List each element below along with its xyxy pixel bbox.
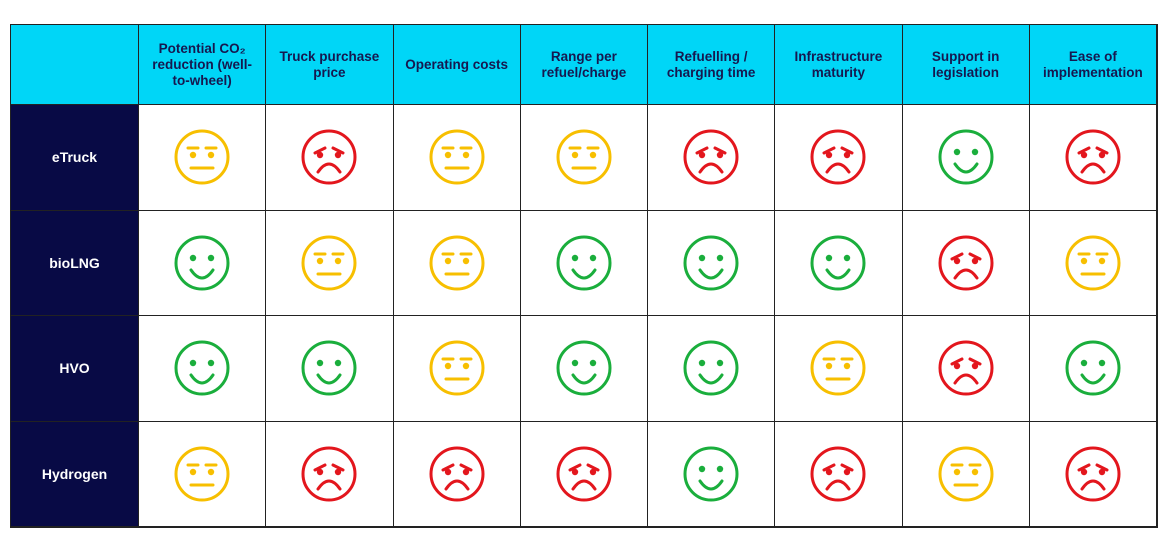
rating-cell — [1029, 316, 1157, 422]
rating-cell — [393, 105, 521, 211]
row-header: HVO — [11, 316, 139, 422]
rating-face — [938, 129, 994, 185]
rating-face — [938, 340, 994, 396]
rating-cell — [266, 421, 394, 527]
rating-cell — [648, 105, 776, 211]
rating-cell — [1029, 105, 1157, 211]
rating-face — [938, 446, 994, 502]
rating-face — [938, 235, 994, 291]
rating-face — [174, 129, 230, 185]
rating-cell — [266, 105, 394, 211]
rating-face — [429, 235, 485, 291]
rating-cell — [139, 421, 267, 527]
rating-face — [1065, 129, 1121, 185]
rating-cell — [393, 316, 521, 422]
column-header: Support in legislation — [902, 25, 1030, 105]
row-header: bioLNG — [11, 210, 139, 316]
rating-cell — [520, 421, 648, 527]
rating-cell — [1029, 421, 1157, 527]
column-header: Truck purchase price — [266, 25, 394, 105]
rating-face — [429, 446, 485, 502]
rating-face — [301, 129, 357, 185]
rating-cell — [520, 316, 648, 422]
rating-face — [683, 446, 739, 502]
corner-cell — [11, 25, 139, 105]
comparison-table: Potential CO₂ reduction (well-to-wheel) T… — [10, 24, 1158, 528]
rating-cell — [648, 210, 776, 316]
rating-face — [301, 446, 357, 502]
column-header: Refuelling / charging time — [648, 25, 776, 105]
row-header: eTruck — [11, 105, 139, 211]
rating-face — [1065, 235, 1121, 291]
rating-cell — [902, 210, 1030, 316]
rating-cell — [648, 421, 776, 527]
rating-face — [556, 235, 612, 291]
column-header: Operating costs — [393, 25, 521, 105]
rating-cell — [520, 210, 648, 316]
rating-face — [810, 446, 866, 502]
rating-face — [683, 129, 739, 185]
rating-face — [174, 340, 230, 396]
rating-cell — [393, 421, 521, 527]
rating-cell — [139, 210, 267, 316]
rating-cell — [266, 316, 394, 422]
rating-cell — [775, 316, 903, 422]
rating-face — [556, 446, 612, 502]
rating-face — [1065, 340, 1121, 396]
rating-cell — [139, 316, 267, 422]
column-header: Infrastructure maturity — [775, 25, 903, 105]
rating-cell — [1029, 210, 1157, 316]
rating-face — [301, 235, 357, 291]
rating-cell — [520, 105, 648, 211]
rating-face — [174, 235, 230, 291]
rating-cell — [393, 210, 521, 316]
column-header: Range per refuel/charge — [520, 25, 648, 105]
rating-face — [810, 129, 866, 185]
rating-cell — [775, 105, 903, 211]
rating-cell — [775, 210, 903, 316]
row-header: Hydrogen — [11, 421, 139, 527]
rating-face — [683, 235, 739, 291]
rating-face — [810, 235, 866, 291]
rating-face — [429, 340, 485, 396]
rating-face — [1065, 446, 1121, 502]
rating-cell — [902, 105, 1030, 211]
rating-face — [301, 340, 357, 396]
column-header: Potential CO₂ reduction (well-to-wheel) — [139, 25, 267, 105]
rating-cell — [902, 316, 1030, 422]
rating-face — [556, 129, 612, 185]
rating-cell — [648, 316, 776, 422]
column-header: Ease of implementation — [1029, 25, 1157, 105]
rating-cell — [902, 421, 1030, 527]
rating-face — [429, 129, 485, 185]
rating-face — [810, 340, 866, 396]
rating-face — [174, 446, 230, 502]
rating-cell — [266, 210, 394, 316]
rating-cell — [775, 421, 903, 527]
rating-face — [556, 340, 612, 396]
rating-face — [683, 340, 739, 396]
rating-cell — [139, 105, 267, 211]
